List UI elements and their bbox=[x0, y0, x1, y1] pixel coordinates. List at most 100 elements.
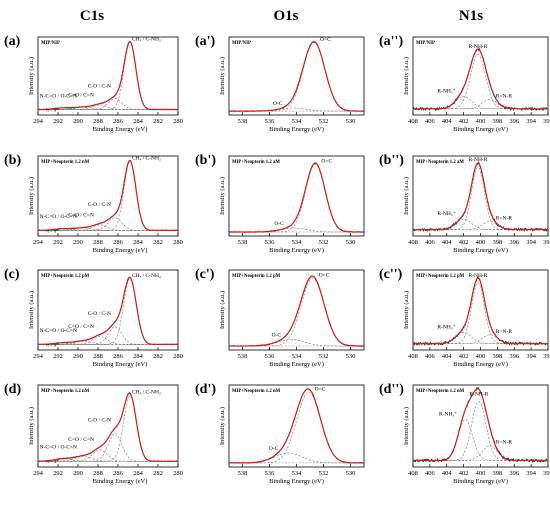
plot-frame bbox=[37, 269, 179, 351]
x-tick-label: 402 bbox=[459, 353, 469, 360]
xps-panel-bpp: 408 406 404 402 400 398 396 394 392 Binding Energ… bbox=[379, 153, 550, 254]
x-tick-label: 284 bbox=[133, 353, 144, 360]
x-tick-label: 394 bbox=[526, 353, 537, 360]
panel-label: (d') bbox=[195, 382, 216, 397]
peak-label: O=C bbox=[315, 387, 326, 393]
sample-label: MIP+Neopterin 1.2 nM bbox=[416, 389, 465, 394]
peak-label: O-C bbox=[273, 101, 283, 107]
sample-label: MIP+Neopterin 1.2 aM bbox=[416, 160, 464, 165]
x-tick-label: 280 bbox=[173, 118, 183, 125]
peak-label: π - π* bbox=[46, 108, 59, 114]
x-tick-label: 530 bbox=[346, 470, 356, 477]
peak-label: CHₓ / C-NH₂ bbox=[132, 390, 161, 396]
x-tick-label: 534 bbox=[292, 470, 303, 477]
x-tick-label: 288 bbox=[93, 239, 103, 246]
peak-label: O=C bbox=[321, 158, 332, 164]
x-tick-label: 288 bbox=[93, 470, 103, 477]
sample-label: MIP/NIP bbox=[232, 41, 251, 46]
x-axis-label: Binding Energy (eV) bbox=[269, 247, 324, 254]
x-tick-label: 394 bbox=[526, 470, 537, 477]
x-tick-label: 292 bbox=[53, 470, 63, 477]
y-axis-label: Intensity (a.u.) bbox=[403, 407, 410, 445]
column-header-o1s: O1s bbox=[273, 8, 298, 24]
xps-panel-c: 294 292 290 288 286 284 282 280 Binding Energy (… bbox=[4, 267, 183, 368]
peak-label: R-NH-R bbox=[468, 157, 487, 163]
sample-label: MIP/NIP bbox=[41, 41, 60, 46]
x-axis-label: Binding Energy (eV) bbox=[269, 361, 324, 368]
x-tick-label: 536 bbox=[265, 118, 276, 125]
x-tick-label: 392 bbox=[543, 353, 550, 360]
component-peak bbox=[413, 53, 548, 110]
peak-label: CHₓ / C-NH₂ bbox=[132, 36, 161, 42]
x-tick-label: 532 bbox=[319, 239, 329, 246]
fit-envelope bbox=[229, 388, 364, 464]
x-tick-label: 402 bbox=[459, 118, 469, 125]
x-tick-label: 408 bbox=[408, 118, 418, 125]
x-tick-label: 398 bbox=[493, 239, 503, 246]
y-axis-label: Intensity (a.u.) bbox=[28, 291, 35, 329]
x-tick-label: 294 bbox=[33, 353, 44, 360]
x-tick-label: 402 bbox=[459, 239, 469, 246]
x-tick-label: 290 bbox=[73, 118, 83, 125]
x-tick-label: 288 bbox=[93, 353, 103, 360]
x-axis-label: Binding Energy (eV) bbox=[93, 361, 148, 368]
sample-label: MIP+Neopterin 1.2 nM bbox=[41, 389, 90, 394]
panel-label: (b) bbox=[4, 153, 21, 168]
x-tick-label: 290 bbox=[73, 353, 83, 360]
panel-label: (a) bbox=[4, 34, 21, 49]
x-tick-label: 406 bbox=[425, 353, 436, 360]
x-tick-label: 280 bbox=[173, 353, 183, 360]
sample-label: MIP+Neopterin 1.2 nM bbox=[232, 389, 281, 394]
peak-label: R=N-R bbox=[496, 329, 513, 335]
sample-label: MIP+Neopterin 1.2 aM bbox=[232, 160, 280, 165]
peak-label: R=N-R bbox=[496, 440, 513, 446]
x-axis-label: Binding Energy (eV) bbox=[269, 126, 324, 133]
x-tick-label: 286 bbox=[113, 239, 124, 246]
peak-label: N-C=O / O-C=N bbox=[40, 328, 77, 334]
peak-label: O-C bbox=[272, 333, 282, 339]
x-tick-label: 530 bbox=[346, 118, 356, 125]
x-tick-label: 538 bbox=[238, 118, 248, 125]
sample-label: MIP+Neopterin 1.2 nM bbox=[41, 160, 90, 165]
x-tick-label: 290 bbox=[73, 470, 83, 477]
x-tick-label: 408 bbox=[408, 353, 418, 360]
xps-panel-a: 294 292 290 288 286 284 282 280 Binding Energy (… bbox=[4, 34, 183, 133]
panel-label: (b') bbox=[195, 153, 216, 168]
x-tick-label: 282 bbox=[153, 239, 163, 246]
fit-envelope bbox=[38, 159, 178, 231]
fit-envelope bbox=[38, 276, 178, 345]
fit-envelope bbox=[413, 48, 548, 110]
y-axis-label: Intensity (a.u.) bbox=[403, 57, 410, 95]
peak-label: π - π* bbox=[46, 459, 59, 465]
x-tick-label: 396 bbox=[509, 118, 520, 125]
peak-label: CHₓ / C-NH₂ bbox=[132, 273, 161, 279]
x-tick-label: 538 bbox=[238, 470, 248, 477]
fit-envelope bbox=[413, 388, 548, 461]
peak-label: C-O / C-N bbox=[88, 83, 111, 89]
x-tick-label: 536 bbox=[265, 239, 276, 246]
panel-label: (a') bbox=[195, 34, 216, 49]
xps-panel-cpp: 408 406 404 402 400 398 396 394 392 Binding Energ… bbox=[379, 267, 550, 368]
x-tick-label: 532 bbox=[319, 470, 329, 477]
x-tick-label: 292 bbox=[53, 239, 63, 246]
x-tick-label: 284 bbox=[133, 239, 144, 246]
x-tick-label: 286 bbox=[113, 470, 124, 477]
plot-frame bbox=[228, 36, 365, 116]
x-tick-label: 288 bbox=[93, 118, 103, 125]
component-peak bbox=[413, 282, 548, 344]
x-tick-label: 406 bbox=[425, 118, 436, 125]
x-tick-label: 294 bbox=[33, 470, 44, 477]
peak-label: C=O / C=N bbox=[68, 437, 94, 443]
x-axis-label: Binding Energy (eV) bbox=[453, 361, 508, 368]
y-axis-label: Intensity (a.u.) bbox=[219, 57, 226, 95]
peak-label: R-NH₃⁺ bbox=[437, 87, 455, 94]
x-tick-label: 534 bbox=[292, 353, 303, 360]
peak-label: C-O / C-N bbox=[88, 418, 111, 424]
x-tick-label: 398 bbox=[493, 353, 503, 360]
column-header-n1s: N1s bbox=[459, 8, 483, 24]
x-tick-label: 406 bbox=[425, 239, 436, 246]
x-tick-label: 536 bbox=[265, 353, 276, 360]
y-axis-label: Intensity (a.u.) bbox=[28, 177, 35, 215]
x-tick-label: 396 bbox=[509, 470, 520, 477]
